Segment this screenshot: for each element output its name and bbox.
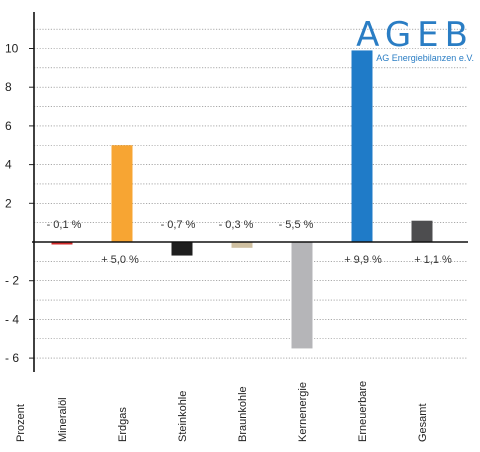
data-label: + 5,0 % [101, 254, 139, 266]
category-label: Gesamt [417, 403, 429, 442]
bar-erdgas [111, 145, 133, 242]
bar-mineralöl [51, 242, 73, 245]
category-label: Mineralöl [57, 397, 69, 442]
data-labels: - 0,1 % + 5,0 % - 0,7 % - 0,3 % - 5,5 % + 9,9… [47, 219, 452, 266]
data-label: - 0,7 % [161, 219, 196, 231]
bar-kernenergie [291, 242, 313, 349]
bar-erneuerbare [351, 50, 373, 243]
category-label: Braunkohle [237, 386, 249, 442]
y-tick-label: - 2 [5, 274, 19, 288]
bar-gesamt [411, 220, 433, 242]
y-axis-label: Prozent [15, 404, 27, 442]
category-labels: Mineralöl Erdgas Steinkohle Braunkohle Kerne… [57, 381, 429, 442]
data-label: + 1,1 % [414, 254, 452, 266]
ageb-logo: AGEB AG Energiebilanzen e.V. [356, 18, 474, 63]
y-tick-label: - 6 [5, 351, 19, 365]
gridlines [34, 28, 468, 359]
y-tick-label: 8 [5, 80, 12, 94]
logo-title: AGEB [356, 15, 474, 55]
data-label: + 9,9 % [344, 254, 382, 266]
logo-subtitle: AG Energiebilanzen e.V. [376, 53, 474, 63]
data-label: - 5,5 % [279, 219, 314, 231]
data-label: - 0,3 % [219, 219, 254, 231]
y-tick-label: 4 [5, 158, 12, 172]
y-tick-label: 10 [5, 42, 19, 56]
category-label: Steinkohle [177, 391, 189, 442]
category-label: Kernenergie [297, 382, 309, 442]
axes [29, 12, 468, 372]
bars [51, 50, 433, 349]
bar-braunkohle [231, 242, 253, 248]
category-label: Erneuerbare [357, 381, 369, 442]
category-label: Erdgas [117, 407, 129, 442]
y-tick-label: 2 [5, 196, 12, 210]
y-tick-label: 6 [5, 119, 12, 133]
y-tick-label: - 4 [5, 312, 19, 326]
data-label: - 0,1 % [47, 219, 82, 231]
y-tick-labels: 10 8 6 4 2 - 2 - 4 - 6 [5, 42, 19, 366]
bar-steinkohle [171, 242, 193, 256]
